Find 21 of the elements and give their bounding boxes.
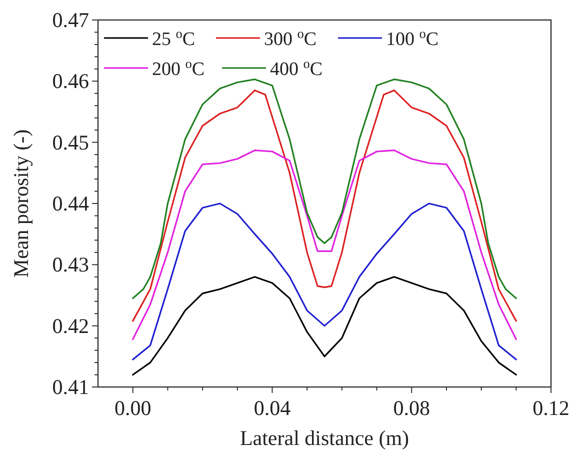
y-tick-label: 0.41 xyxy=(52,375,89,399)
legend-label: 300 $^{o}$C xyxy=(264,26,317,50)
y-tick-label: 0.45 xyxy=(52,130,89,154)
line-series xyxy=(132,276,517,376)
x-axis-title: Lateral distance (m) xyxy=(240,426,410,450)
legend-label: 200 $^{o}$C xyxy=(152,56,205,80)
y-axis-title: Mean porosity (-) xyxy=(9,129,33,278)
y-tick-label: 0.43 xyxy=(52,252,89,277)
legend-label: 400 $^{o}$C xyxy=(270,56,323,80)
y-tick-label: 0.42 xyxy=(52,314,89,338)
line-series xyxy=(132,149,517,340)
x-tick-label: 0.12 xyxy=(532,396,570,420)
y-tick-label: 0.47 xyxy=(52,8,89,32)
x-tick-label: 0.00 xyxy=(114,396,152,420)
x-tick-label: 0.04 xyxy=(254,396,292,420)
legend-label: 25 $^{o}$C xyxy=(152,26,196,50)
y-tick-label: 0.44 xyxy=(52,192,90,216)
x-tick-label: 0.08 xyxy=(393,396,430,420)
y-tick-label: 0.46 xyxy=(52,69,89,94)
line-series xyxy=(132,202,517,360)
legend-label: 100 $^{o}$C xyxy=(386,26,439,50)
